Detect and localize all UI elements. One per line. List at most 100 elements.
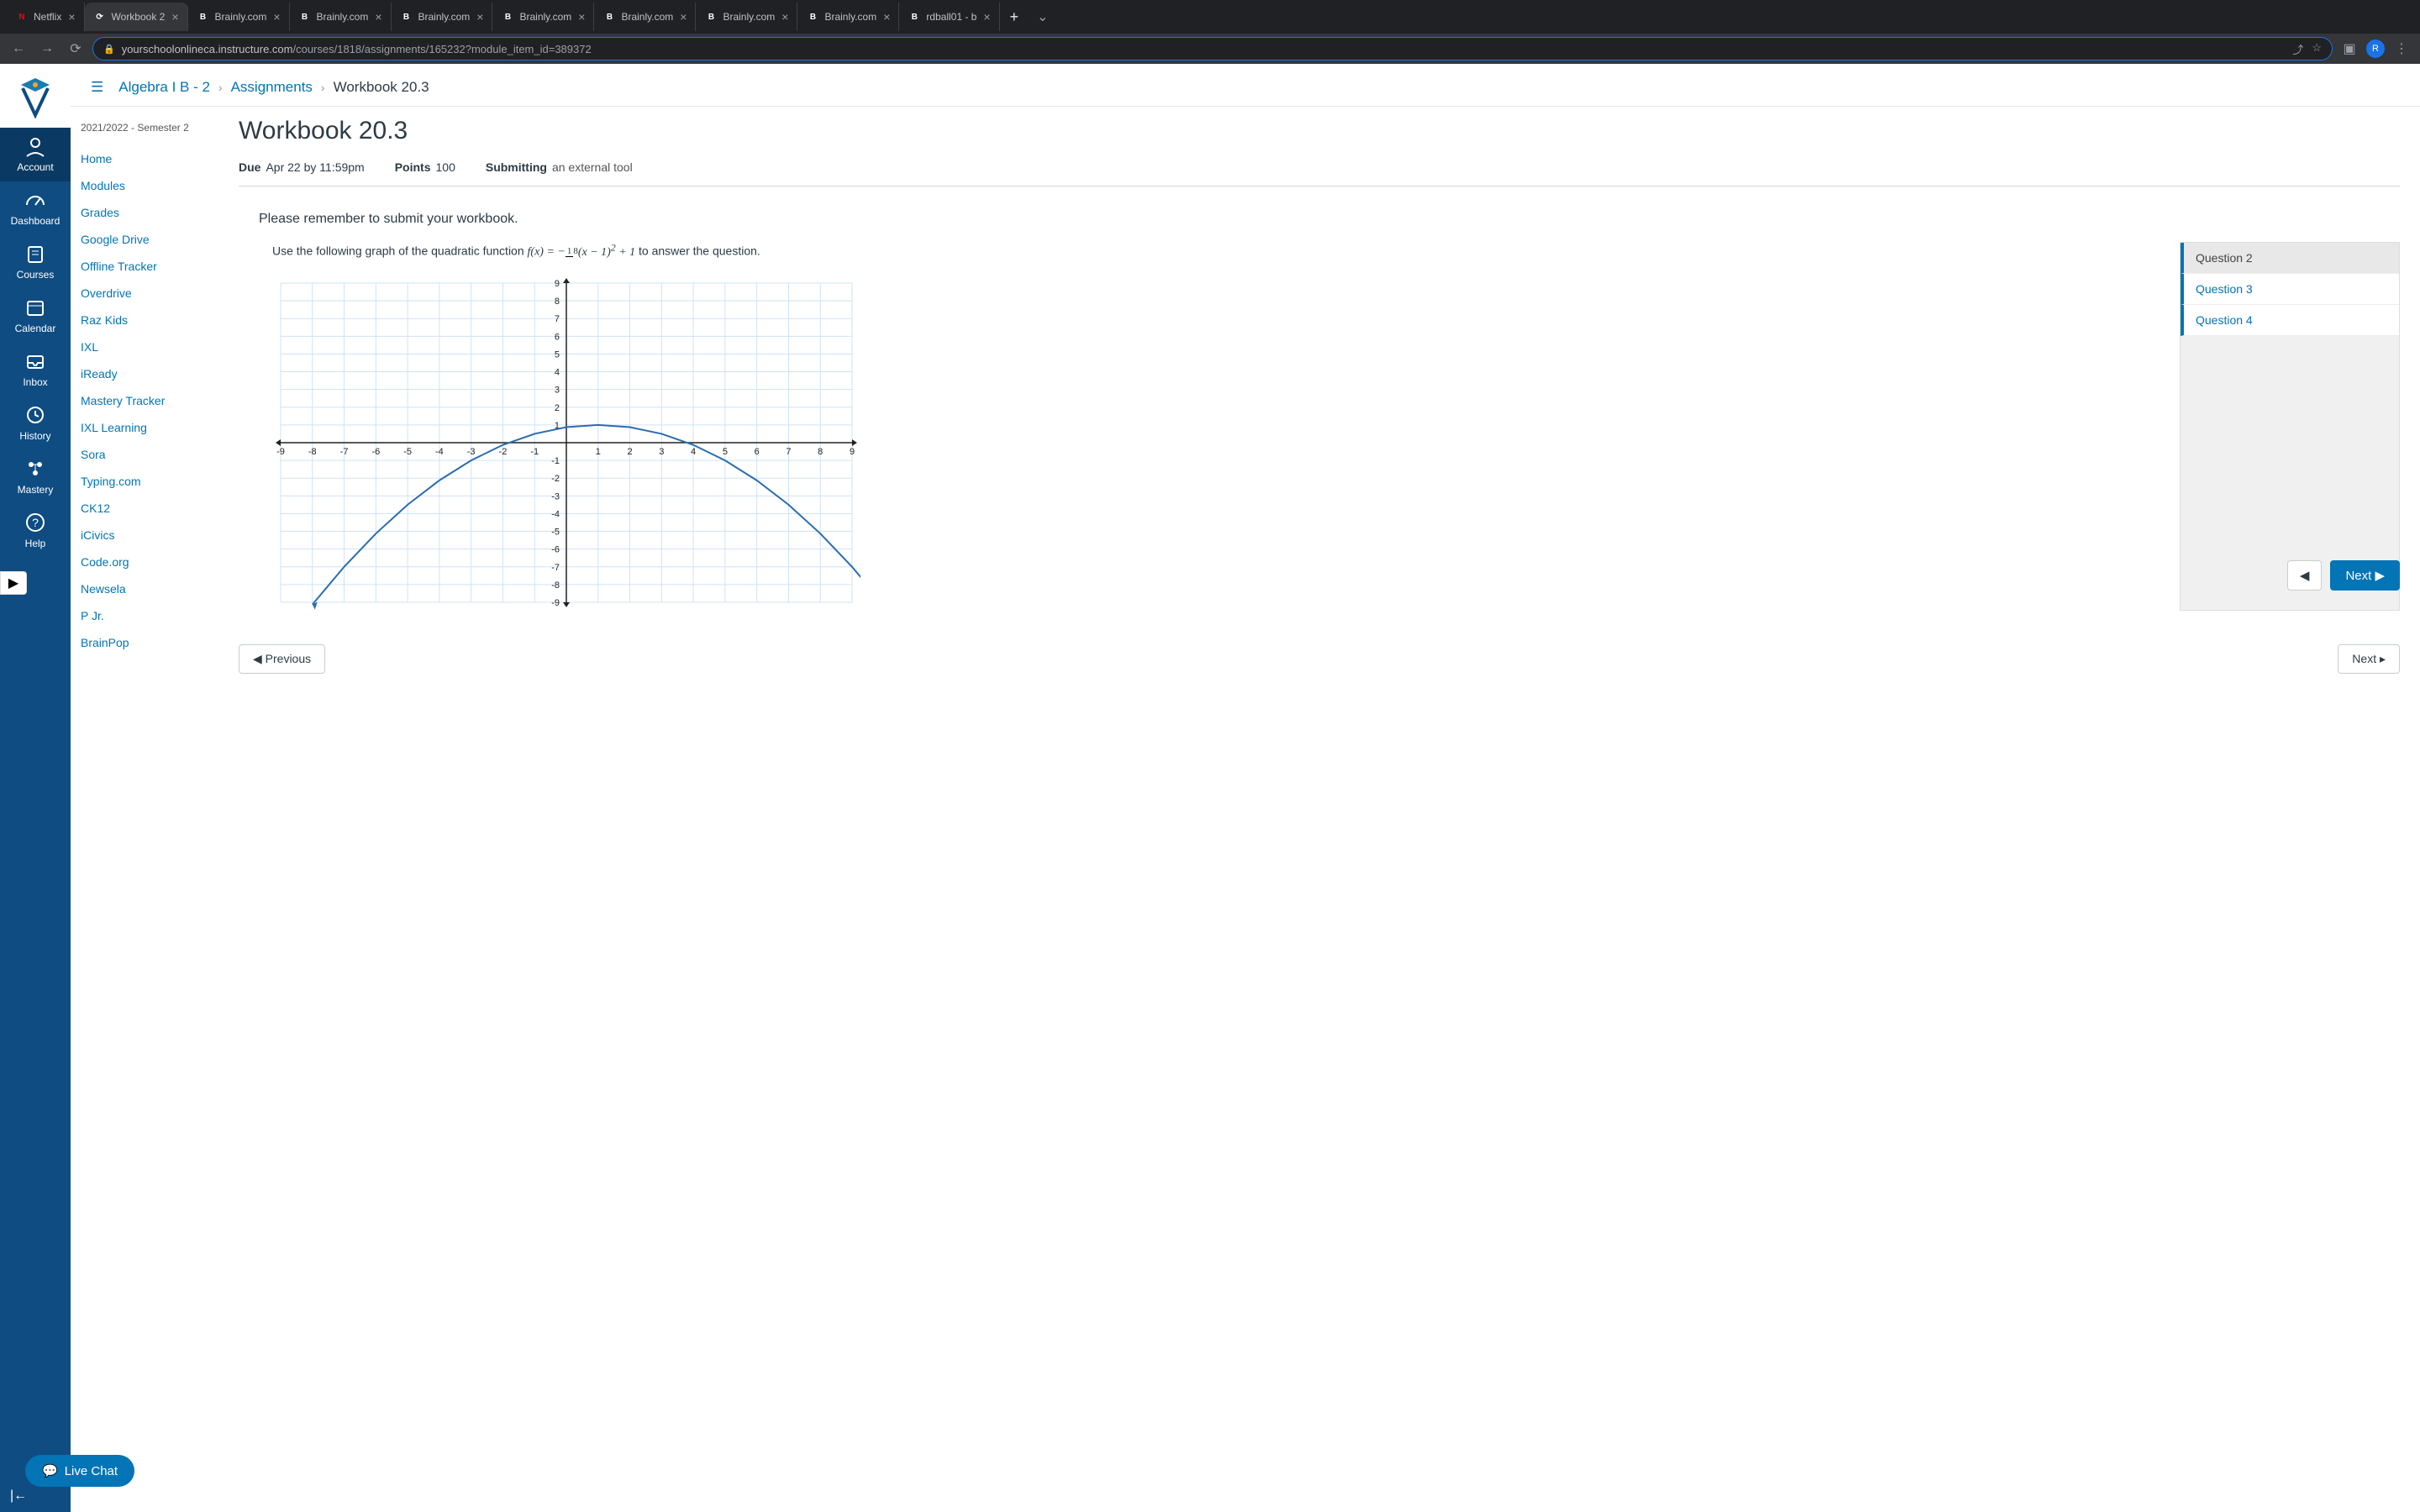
course-nav-link[interactable]: Modules [71, 172, 218, 199]
tab-title: Brainly.com [317, 11, 369, 23]
svg-text:-5: -5 [551, 527, 560, 537]
global-nav-mastery[interactable]: Mastery [0, 450, 71, 504]
prev-question-button[interactable]: ◀ [2287, 560, 2323, 591]
browser-tab[interactable]: BBrainly.com× [696, 3, 797, 31]
course-nav-link[interactable]: iReady [71, 360, 218, 387]
due-value: Apr 22 by 11:59pm [266, 160, 364, 174]
favicon: B [298, 10, 312, 24]
global-nav-history[interactable]: History [0, 396, 71, 450]
course-nav-link[interactable]: Offline Tracker [71, 253, 218, 280]
tab-title: Brainly.com [215, 11, 267, 23]
close-tab-icon[interactable]: × [983, 10, 990, 24]
browser-tab[interactable]: BBrainly.com× [594, 3, 696, 31]
svg-text:-2: -2 [551, 474, 560, 484]
profile-badge[interactable]: R [2366, 39, 2385, 58]
play-tour-button[interactable]: ▶ [0, 571, 27, 595]
course-nav-link[interactable]: iCivics [71, 522, 218, 549]
menu-icon[interactable]: ⋮ [2390, 37, 2413, 60]
close-tab-icon[interactable]: × [578, 10, 585, 24]
browser-tab-strip: NNetflix×⟳Workbook 2×BBrainly.com×BBrain… [0, 0, 2420, 34]
course-nav-link[interactable]: Home [71, 145, 218, 172]
favicon: N [15, 10, 29, 24]
svg-text:?: ? [32, 516, 39, 529]
browser-tab[interactable]: B Brainly.com × [290, 3, 392, 31]
svg-text:9: 9 [850, 447, 855, 457]
next-question-button[interactable]: Next ▶ [2330, 560, 2400, 591]
hamburger-icon[interactable]: ☰ [91, 79, 103, 96]
question-list: Question 2Question 3Question 4 [2180, 242, 2400, 611]
inbox-icon [24, 349, 47, 373]
svg-text:8: 8 [818, 447, 823, 457]
question-content: Use the following graph of the quadratic… [272, 242, 2170, 611]
svg-text:9: 9 [555, 279, 560, 289]
course-nav-link[interactable]: P Jr. [71, 602, 218, 629]
close-tab-icon[interactable]: × [476, 10, 483, 24]
points-value: 100 [436, 160, 455, 174]
previous-module-button[interactable]: ◀ Previous [239, 644, 325, 674]
course-nav-link[interactable]: Typing.com [71, 468, 218, 495]
back-button[interactable]: ← [7, 37, 30, 60]
school-logo[interactable] [0, 64, 71, 128]
question-nav-item[interactable]: Question 3 [2181, 274, 2399, 305]
live-chat-button[interactable]: 💬 Live Chat [25, 1455, 134, 1487]
global-nav-calendar[interactable]: Calendar [0, 289, 71, 343]
course-nav-link[interactable]: Raz Kids [71, 307, 218, 333]
close-tab-icon[interactable]: × [680, 10, 687, 24]
browser-tab[interactable]: BBrainly.com× [392, 3, 493, 31]
extensions-icon[interactable]: ▣ [2338, 37, 2361, 60]
instruction-text: Use the following graph of the quadratic… [272, 242, 2170, 260]
question-nav-item[interactable]: Question 4 [2181, 305, 2399, 336]
course-nav-link[interactable]: Mastery Tracker [71, 387, 218, 414]
close-tab-icon[interactable]: × [171, 10, 178, 24]
global-nav-inbox[interactable]: Inbox [0, 343, 71, 396]
tab-overflow-icon[interactable]: ⌄ [1028, 8, 1056, 25]
global-nav-dashboard[interactable]: Dashboard [0, 181, 71, 235]
svg-text:-8: -8 [308, 447, 317, 457]
help-icon: ? [24, 511, 47, 534]
browser-tab[interactable]: NNetflix× [7, 3, 85, 31]
global-nav-courses[interactable]: Courses [0, 235, 71, 289]
forward-button[interactable]: → [35, 37, 59, 60]
course-nav-link[interactable]: CK12 [71, 495, 218, 522]
close-tab-icon[interactable]: × [375, 10, 381, 24]
address-bar[interactable]: 🔒 yourschoolonlineca.instructure.com/cou… [92, 37, 2333, 60]
course-nav-link[interactable]: Google Drive [71, 226, 218, 253]
term-label: 2021/2022 - Semester 2 [71, 117, 218, 145]
close-tab-icon[interactable]: × [781, 10, 788, 24]
share-icon[interactable]: ⤴ [2292, 41, 2303, 57]
svg-text:8: 8 [555, 297, 560, 307]
course-nav-link[interactable]: Code.org [71, 549, 218, 575]
course-nav-link[interactable]: Overdrive [71, 280, 218, 307]
global-nav-account[interactable]: Account [0, 128, 71, 181]
svg-text:3: 3 [659, 447, 664, 457]
close-tab-icon[interactable]: × [68, 10, 75, 24]
browser-tab[interactable]: BBrainly.com× [797, 3, 899, 31]
course-nav-link[interactable]: IXL [71, 333, 218, 360]
close-tab-icon[interactable]: × [883, 10, 890, 24]
svg-text:1: 1 [596, 447, 601, 457]
course-nav: 2021/2022 - Semester 2 HomeModulesGrades… [71, 107, 218, 1512]
course-nav-link[interactable]: Newsela [71, 575, 218, 602]
svg-text:5: 5 [555, 349, 560, 360]
next-module-button[interactable]: Next ▸ [2338, 644, 2400, 674]
browser-tab[interactable]: BBrainly.com× [188, 3, 290, 31]
course-nav-link[interactable]: Sora [71, 441, 218, 468]
breadcrumb-course[interactable]: Algebra I B - 2 [118, 79, 210, 96]
close-tab-icon[interactable]: × [273, 10, 280, 24]
breadcrumb-section[interactable]: Assignments [231, 79, 313, 96]
svg-text:-4: -4 [551, 509, 560, 519]
star-icon[interactable]: ☆ [2312, 41, 2322, 57]
svg-text:-1: -1 [530, 447, 539, 457]
course-nav-link[interactable]: IXL Learning [71, 414, 218, 441]
browser-tab[interactable]: BBrainly.com× [492, 3, 594, 31]
course-nav-link[interactable]: Grades [71, 199, 218, 226]
reload-button[interactable]: ⟳ [64, 37, 87, 60]
course-nav-link[interactable]: BrainPop [71, 629, 218, 656]
reminder-text: Please remember to submit your workbook. [239, 186, 2400, 242]
svg-text:-6: -6 [371, 447, 380, 457]
new-tab-button[interactable]: + [1000, 8, 1029, 26]
question-nav-item[interactable]: Question 2 [2181, 243, 2399, 274]
browser-tab[interactable]: Brdball01 - b× [899, 3, 999, 31]
browser-tab[interactable]: ⟳Workbook 2× [85, 3, 188, 31]
global-nav-help[interactable]: ? Help [0, 504, 71, 558]
